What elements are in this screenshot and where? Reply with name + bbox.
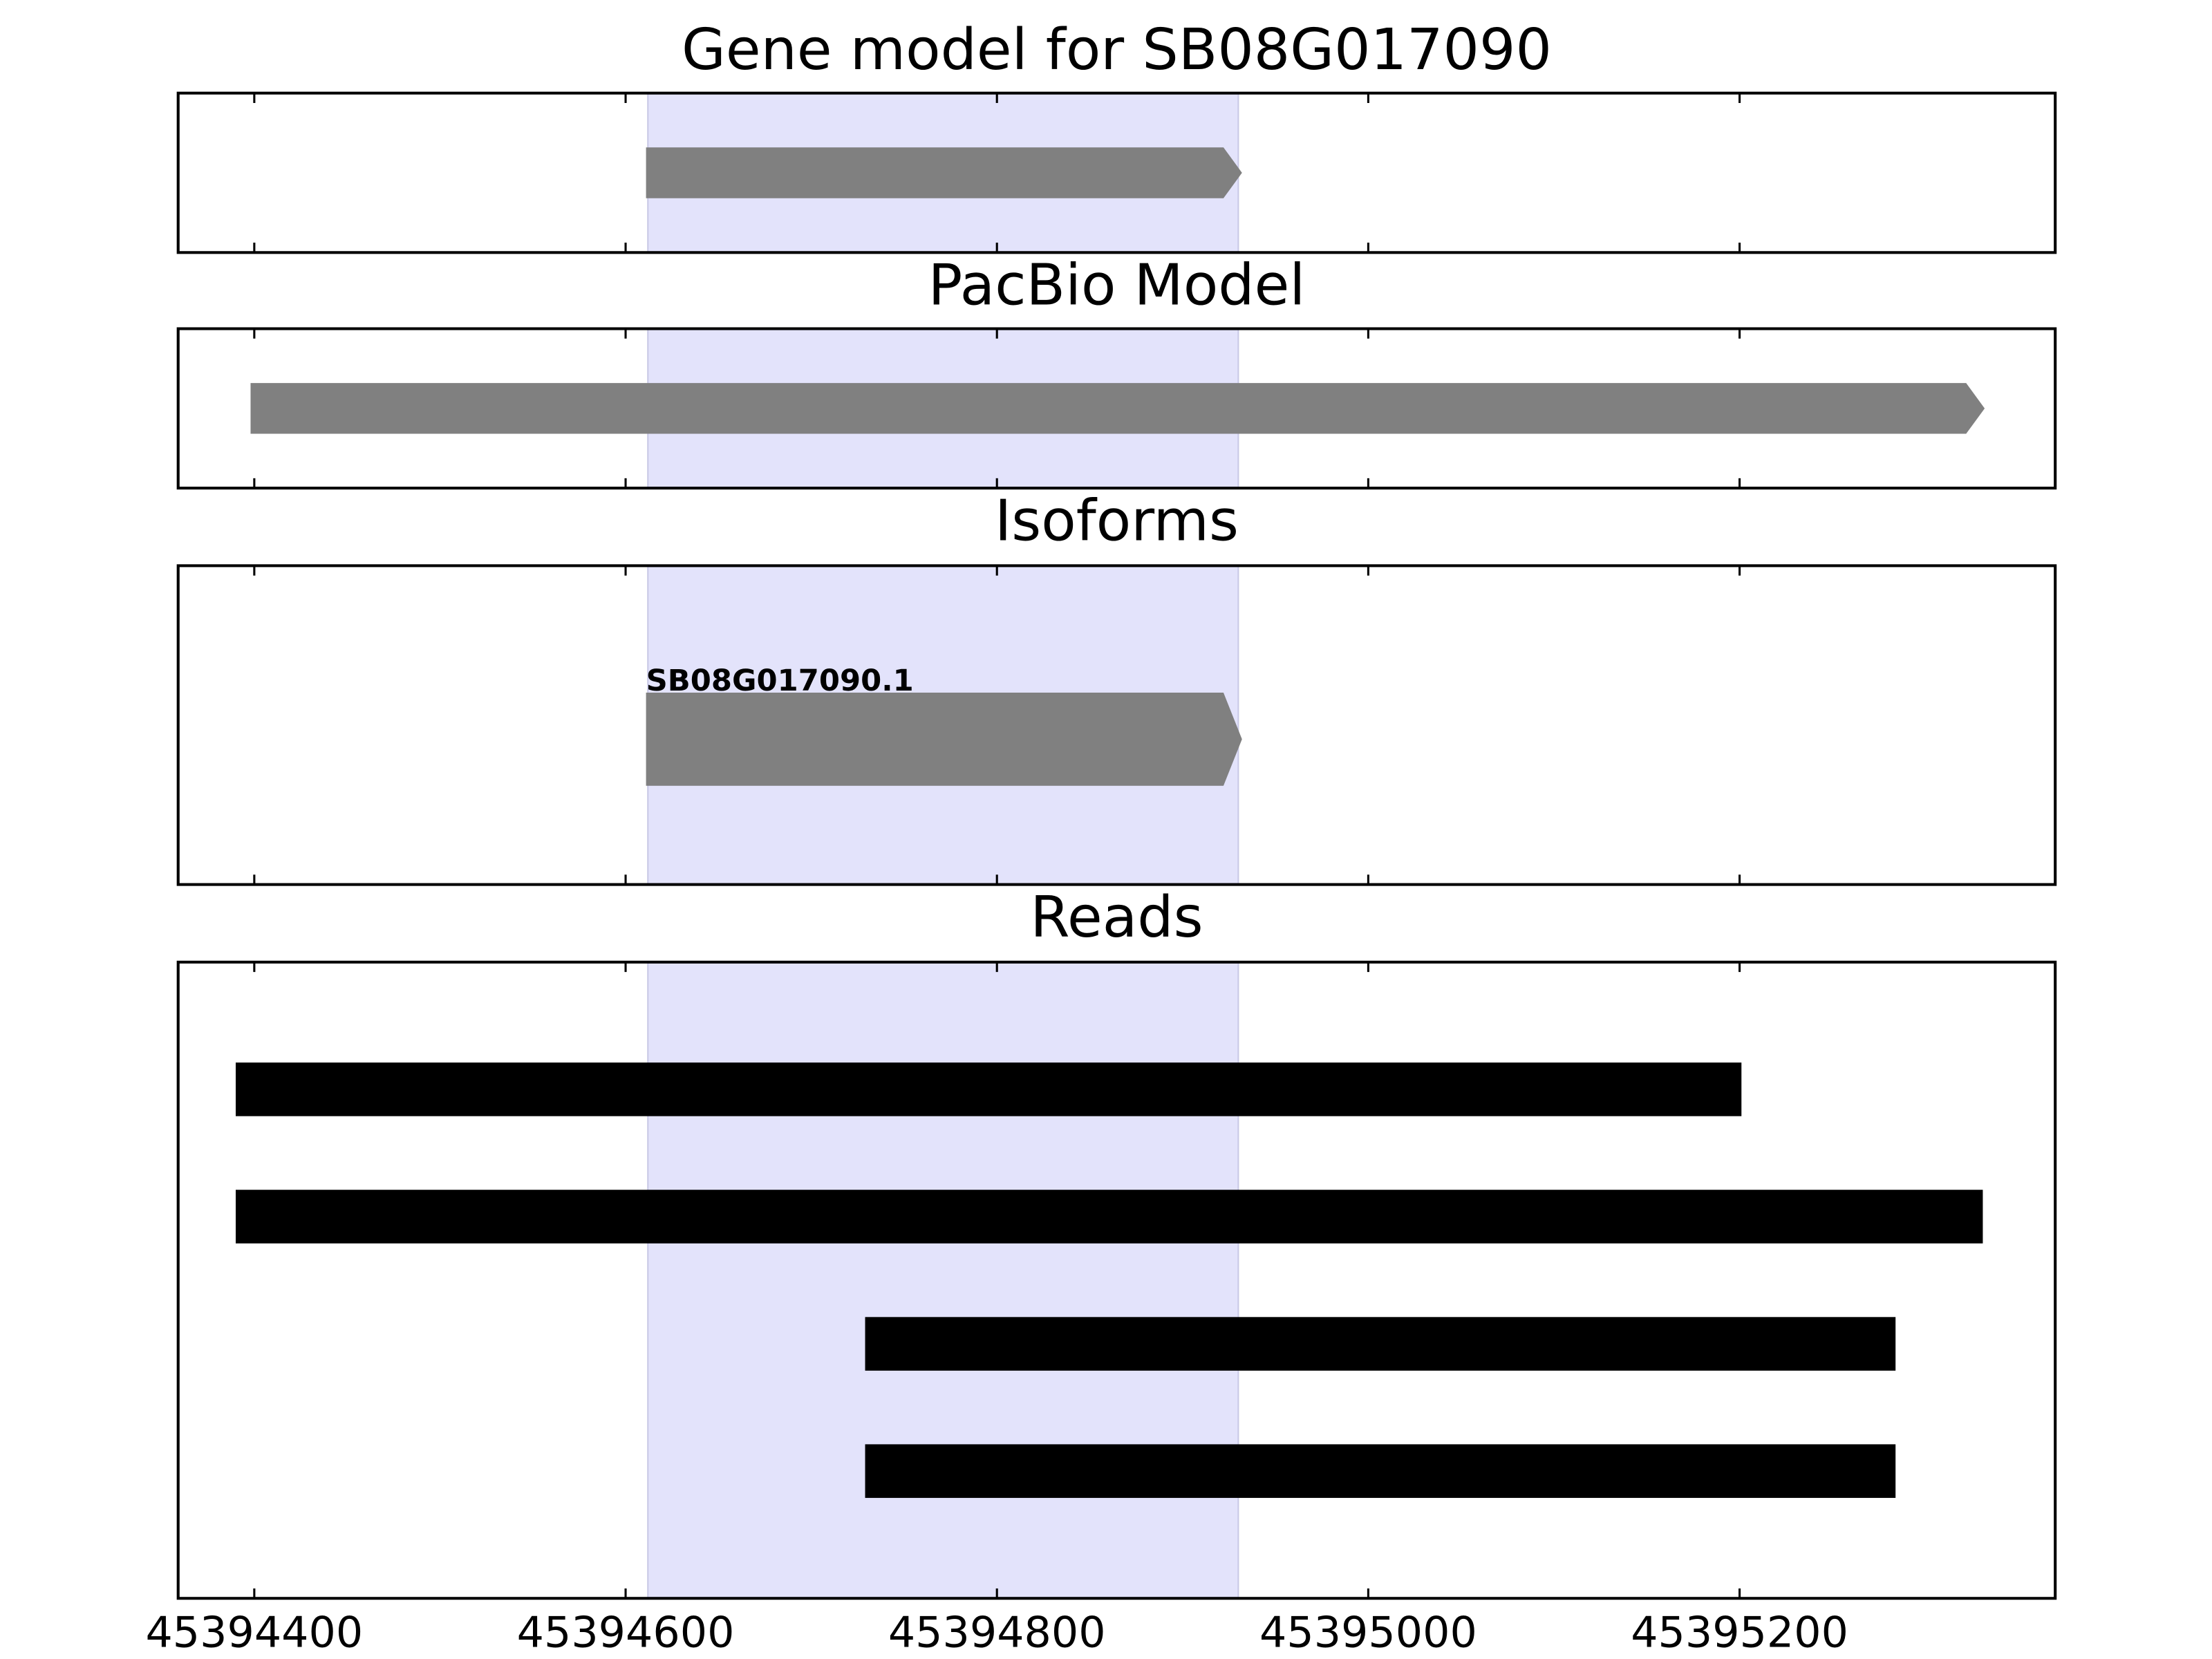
x-tick-label: 45395000 bbox=[1259, 1608, 1477, 1658]
panel-title: Gene model for SB08G017090 bbox=[682, 17, 1552, 83]
gene-feature bbox=[250, 383, 1985, 434]
x-tick-label: 45394600 bbox=[517, 1608, 735, 1658]
panel-frame bbox=[176, 327, 2057, 490]
read bbox=[865, 1444, 1896, 1498]
panel-title: Isoforms bbox=[995, 489, 1239, 554]
panel-frame bbox=[176, 564, 2057, 886]
x-tick-label: 45395200 bbox=[1631, 1608, 1848, 1658]
panel-title: PacBio Model bbox=[928, 253, 1306, 319]
panel-frame bbox=[176, 960, 2057, 1600]
isoform-label: SB08G017090.1 bbox=[646, 664, 914, 698]
read bbox=[235, 1190, 1983, 1244]
panel-title: Reads bbox=[1030, 885, 1203, 950]
read bbox=[235, 1062, 1742, 1116]
x-tick-label: 45394800 bbox=[888, 1608, 1106, 1658]
x-tick-label: 45394400 bbox=[145, 1608, 363, 1658]
gene-feature bbox=[646, 147, 1242, 198]
highlight-region bbox=[647, 961, 1239, 1600]
panel-frame bbox=[176, 91, 2057, 254]
read bbox=[865, 1317, 1896, 1371]
gene-feature bbox=[646, 693, 1242, 786]
